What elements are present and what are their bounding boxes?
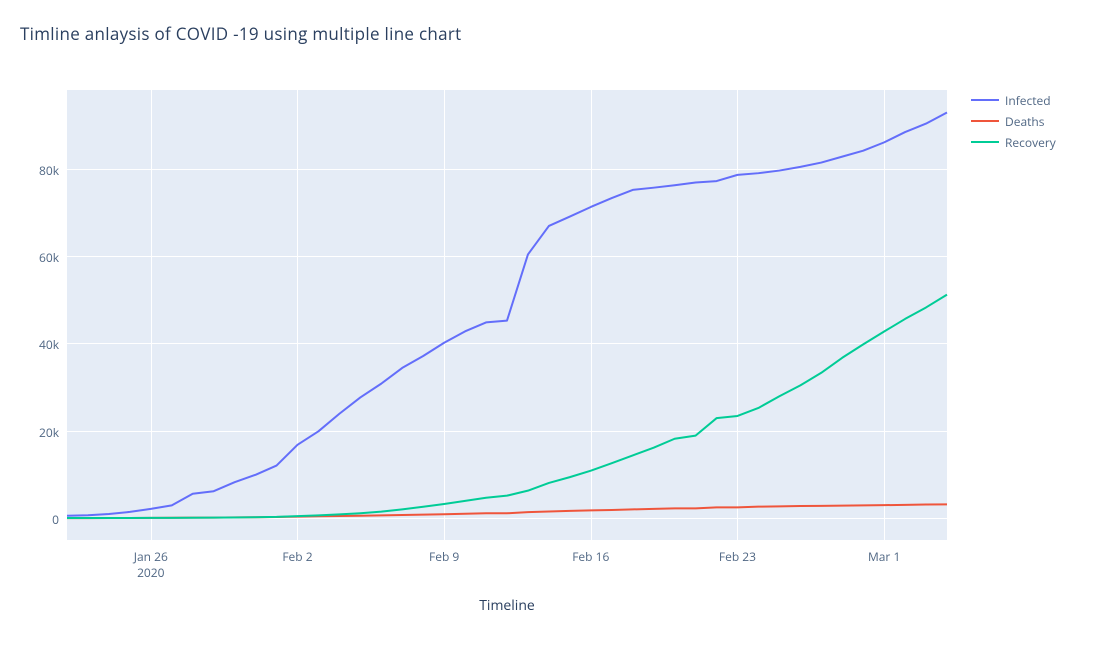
- y-tick-label: 0: [9, 511, 59, 528]
- x-tick-label: Mar 1: [868, 548, 900, 565]
- series-line-recovery[interactable]: [67, 295, 947, 518]
- x-tick-label: Feb 23: [719, 548, 756, 565]
- legend-item-recovery[interactable]: Recovery: [971, 132, 1056, 152]
- chart-title: Timline anlaysis of COVID -19 using mult…: [20, 22, 462, 45]
- x-tick-sublabel: 2020: [137, 564, 164, 581]
- series-line-infected[interactable]: [67, 113, 947, 516]
- series-line-deaths[interactable]: [67, 504, 947, 518]
- legend-item-deaths[interactable]: Deaths: [971, 111, 1056, 131]
- legend-label-recovery: Recovery: [1005, 134, 1056, 151]
- legend-label-deaths: Deaths: [1005, 113, 1044, 130]
- legend: Infected Deaths Recovery: [971, 90, 1056, 153]
- legend-label-infected: Infected: [1005, 92, 1051, 109]
- x-tick-label: Feb 16: [572, 548, 609, 565]
- chart-container: Timline anlaysis of COVID -19 using mult…: [0, 0, 1113, 648]
- x-tick-label: Jan 26: [134, 548, 168, 565]
- legend-swatch-infected: [971, 99, 999, 101]
- series-layer: [67, 90, 947, 540]
- plot-area[interactable]: [67, 90, 947, 540]
- y-tick-label: 40k: [9, 336, 59, 353]
- x-tick-label: Feb 2: [282, 548, 312, 565]
- legend-swatch-recovery: [971, 141, 999, 143]
- x-tick-label: Feb 9: [429, 548, 459, 565]
- y-tick-label: 20k: [9, 424, 59, 441]
- legend-swatch-deaths: [971, 120, 999, 122]
- y-tick-label: 80k: [9, 162, 59, 179]
- y-tick-label: 60k: [9, 249, 59, 266]
- legend-item-infected[interactable]: Infected: [971, 90, 1056, 110]
- x-axis-title: Timeline: [67, 596, 947, 615]
